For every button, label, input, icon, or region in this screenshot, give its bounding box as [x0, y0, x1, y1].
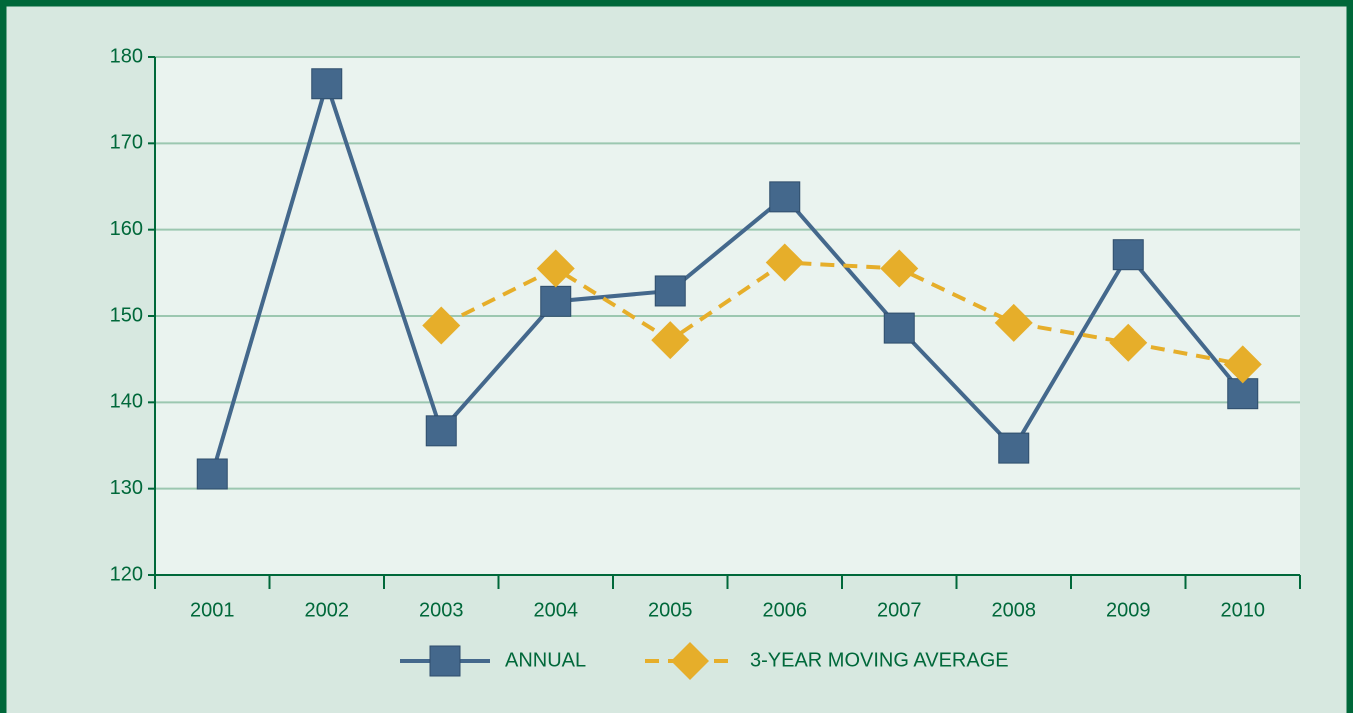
x-tick-label: 2005 [648, 599, 693, 621]
x-tick-label: 2008 [992, 599, 1037, 621]
marker [425, 415, 457, 447]
marker [765, 243, 804, 282]
marker [769, 181, 801, 213]
legend-marker [429, 645, 461, 677]
legend-marker [671, 642, 709, 680]
marker [422, 306, 461, 345]
marker [311, 68, 343, 100]
x-tick-label: 2002 [305, 599, 350, 621]
legend-label: ANNUAL [505, 649, 586, 671]
marker [196, 458, 228, 490]
x-tick-label: 2009 [1106, 599, 1151, 621]
y-tick-label: 140 [110, 391, 143, 413]
x-tick-label: 2006 [763, 599, 808, 621]
marker [1112, 239, 1144, 271]
marker [998, 432, 1030, 464]
y-tick-label: 180 [110, 45, 143, 67]
x-tick-label: 2007 [877, 599, 922, 621]
marker [1227, 378, 1259, 410]
marker [654, 275, 686, 307]
marker [880, 249, 919, 288]
marker [1223, 345, 1262, 384]
y-tick-label: 150 [110, 304, 143, 326]
x-tick-label: 2003 [419, 599, 464, 621]
y-tick-label: 130 [110, 477, 143, 499]
marker [651, 321, 690, 360]
series-line [210, 77, 1245, 475]
y-tick-label: 120 [110, 563, 143, 585]
marker [994, 303, 1033, 342]
series-line [440, 260, 1244, 367]
legend-label: 3-YEAR MOVING AVERAGE [750, 649, 1009, 671]
marker [1109, 323, 1148, 362]
x-tick-label: 2001 [190, 599, 235, 621]
x-tick-label: 2010 [1221, 599, 1266, 621]
marker [883, 312, 915, 344]
y-tick-label: 160 [110, 218, 143, 240]
x-tick-label: 2004 [534, 599, 579, 621]
marker [540, 285, 572, 317]
marker [536, 249, 575, 288]
y-tick-label: 170 [110, 132, 143, 154]
